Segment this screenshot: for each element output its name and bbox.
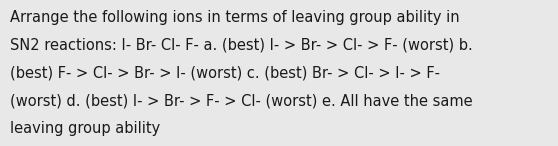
Text: (best) F- > Cl- > Br- > I- (worst) c. (best) Br- > Cl- > I- > F-: (best) F- > Cl- > Br- > I- (worst) c. (b… — [10, 66, 440, 81]
Text: Arrange the following ions in terms of leaving group ability in: Arrange the following ions in terms of l… — [10, 10, 460, 25]
Text: (worst) d. (best) I- > Br- > F- > Cl- (worst) e. All have the same: (worst) d. (best) I- > Br- > F- > Cl- (w… — [10, 93, 473, 108]
Text: leaving group ability: leaving group ability — [10, 121, 160, 136]
Text: SN2 reactions: I- Br- Cl- F- a. (best) I- > Br- > Cl- > F- (worst) b.: SN2 reactions: I- Br- Cl- F- a. (best) I… — [10, 38, 473, 53]
